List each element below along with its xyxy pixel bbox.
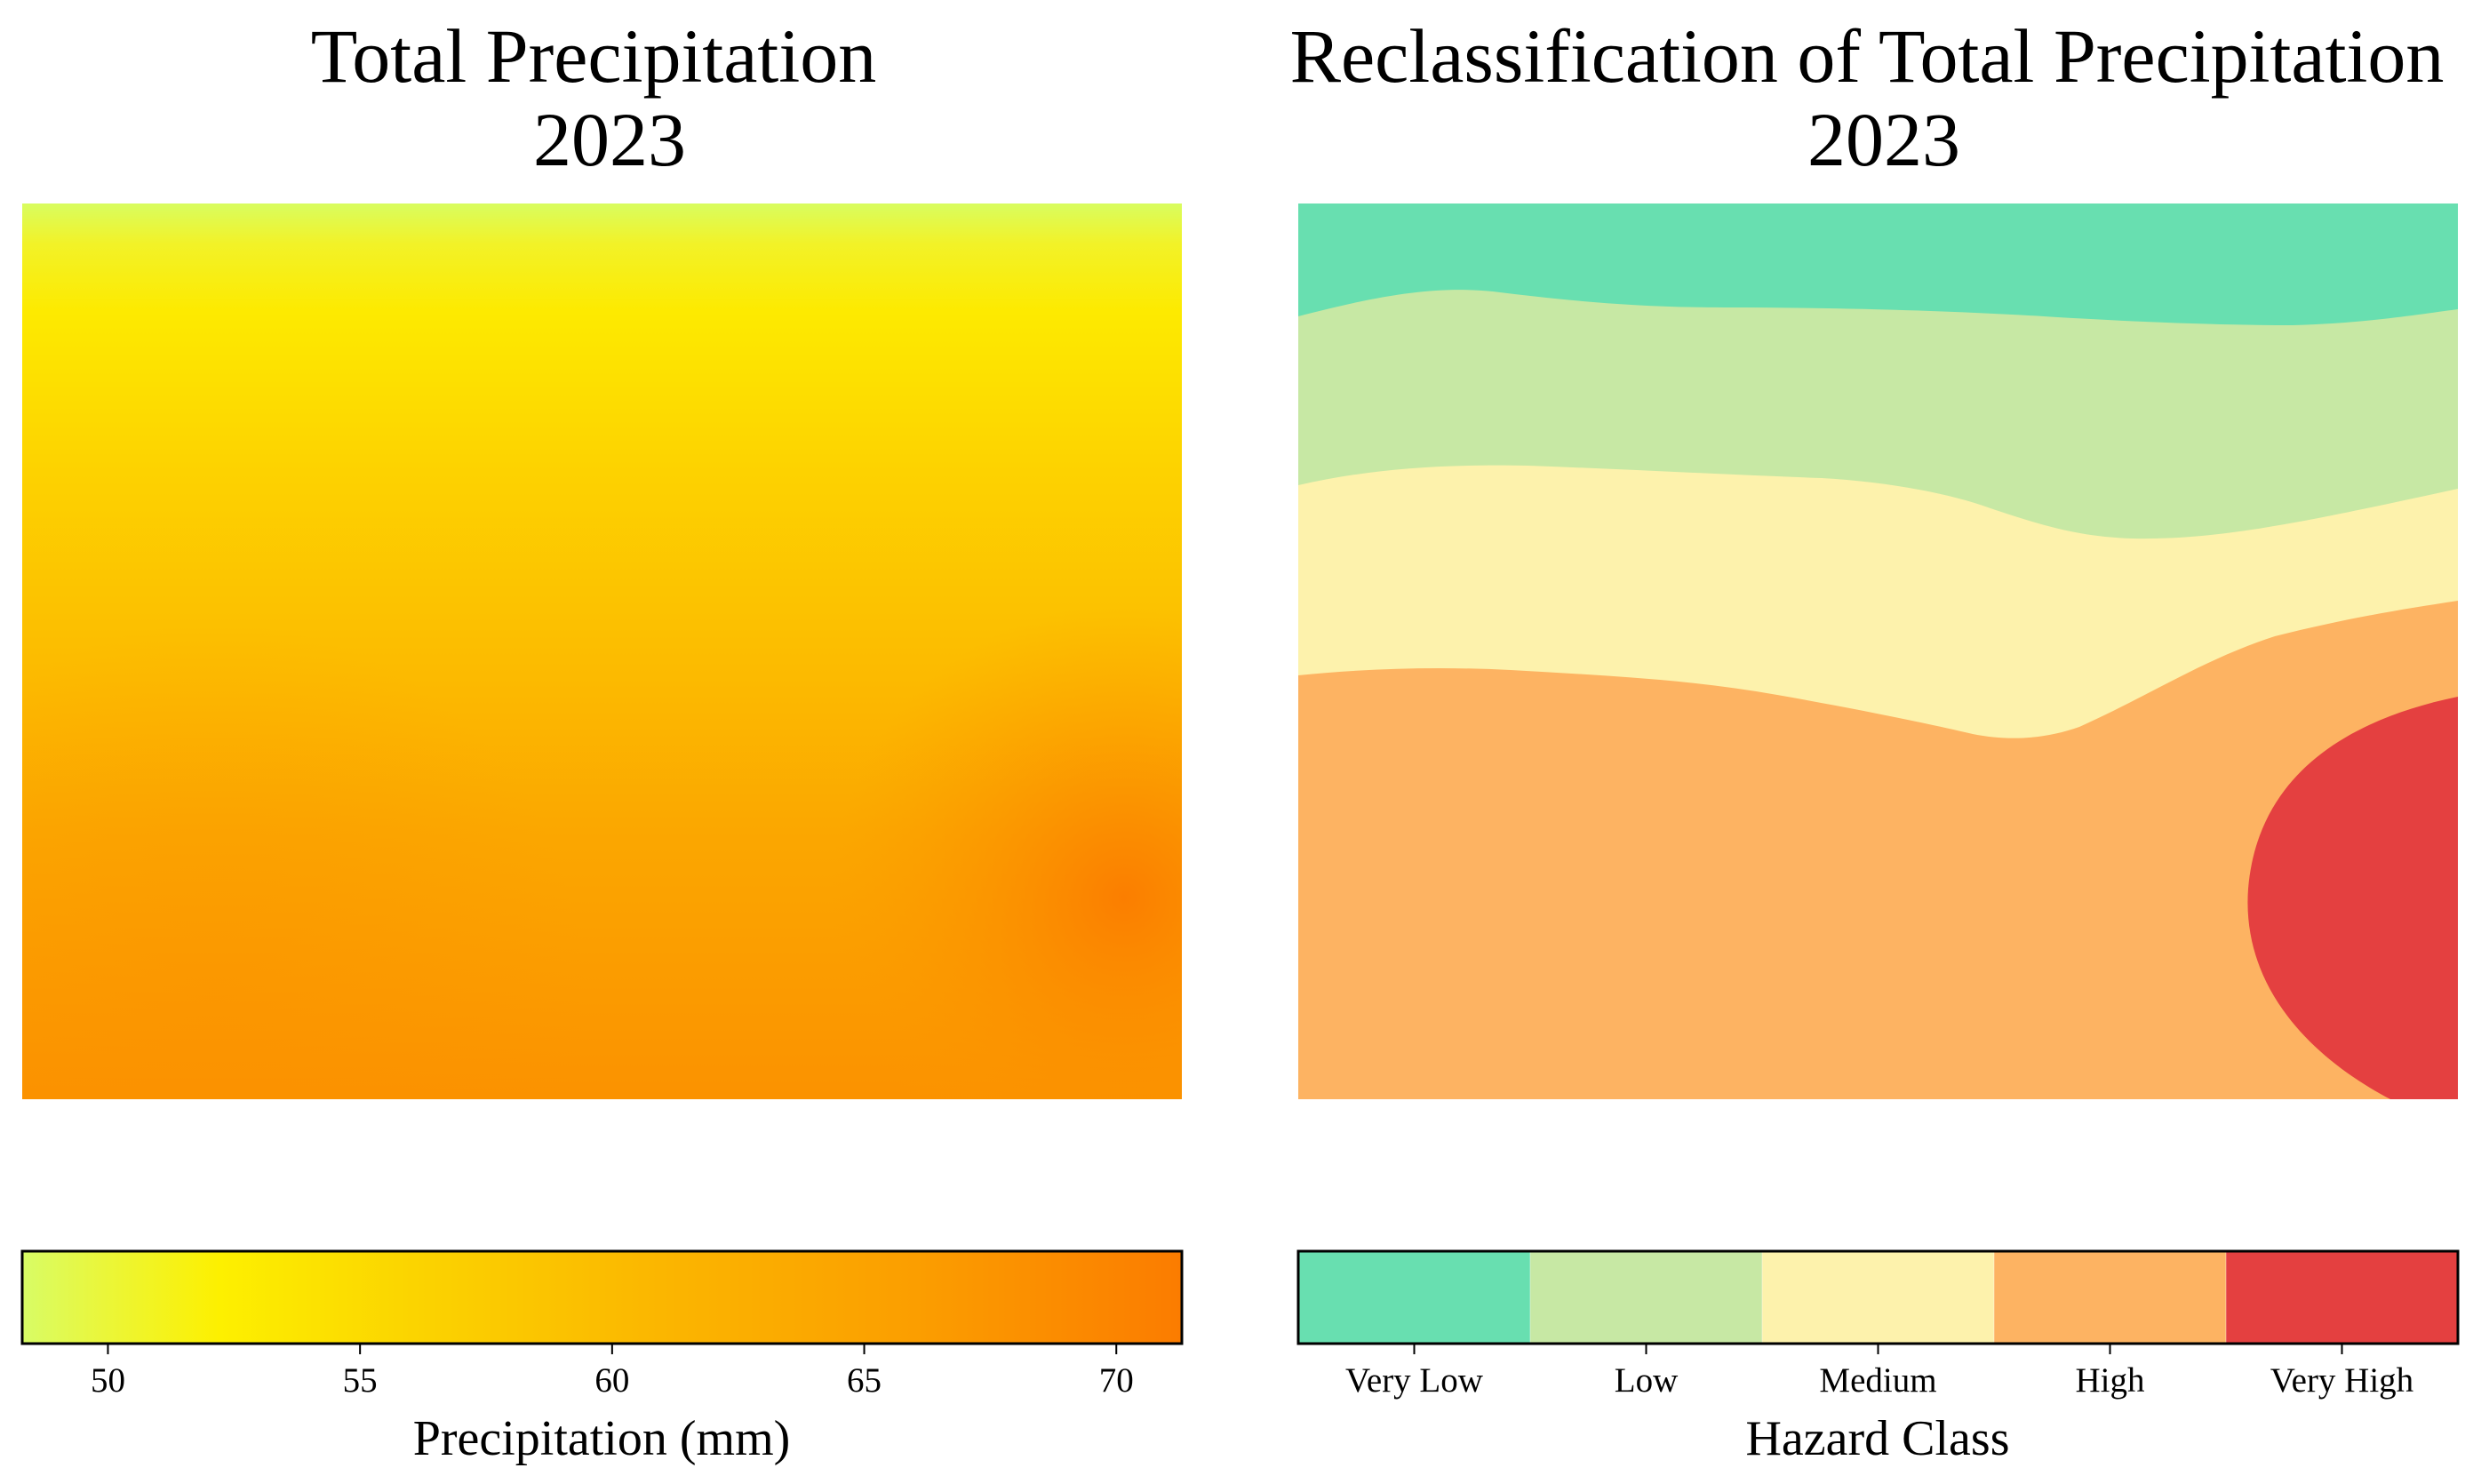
hazard-colorbar-swatch-medium <box>1762 1251 1994 1344</box>
precipitation-tick-label: 70 <box>1099 1361 1134 1400</box>
precipitation-colorbar-label: Precipitation (mm) <box>413 1411 791 1466</box>
left-chart-subtitle: 2023 <box>533 97 686 182</box>
precipitation-colorbar-gradient <box>20 1249 1184 1345</box>
precipitation-tick-label: 50 <box>91 1361 125 1400</box>
hazard-colorbar-swatch-high <box>1994 1251 2226 1344</box>
hazard-colorbar-label: Hazard Class <box>1745 1411 2009 1466</box>
precipitation-tick-label: 60 <box>594 1361 629 1400</box>
precipitation-colorbar-ticks: 50 55 60 65 70 <box>91 1344 1134 1400</box>
hazard-colorbar-frame <box>1296 1249 2460 1345</box>
hazard-zone-very-high <box>2247 697 2458 1099</box>
hazard-colorbar-swatch-low <box>1530 1251 1762 1344</box>
right-chart-subtitle: 2023 <box>1807 97 1960 182</box>
precipitation-colorbar: 50 55 60 65 70 <box>20 1249 1184 1400</box>
hazard-class-label-very-high: Very High <box>2270 1361 2413 1400</box>
hazard-colorbar-swatch-very-low <box>1298 1251 1530 1344</box>
right-chart-title: Reclassification of Total Precipitation <box>1290 13 2445 99</box>
hazard-class-map <box>1298 203 2458 1099</box>
hazard-class-label-medium: Medium <box>1819 1361 1936 1400</box>
hazard-class-label-very-low: Very Low <box>1345 1361 1483 1400</box>
hazard-class-label-high: High <box>2076 1361 2145 1400</box>
hazard-class-colorbar: Very Low Low Medium High Very High <box>1296 1249 2460 1400</box>
hazard-class-label-low: Low <box>1615 1361 1679 1400</box>
hazard-zone-high <box>1298 601 2458 1099</box>
precipitation-tick-label: 55 <box>343 1361 378 1400</box>
precipitation-tick-label: 65 <box>847 1361 882 1400</box>
precipitation-heatmap <box>22 203 1182 1099</box>
left-chart-title: Total Precipitation <box>311 13 876 99</box>
hazard-colorbar-swatch-very-high <box>2226 1251 2458 1344</box>
